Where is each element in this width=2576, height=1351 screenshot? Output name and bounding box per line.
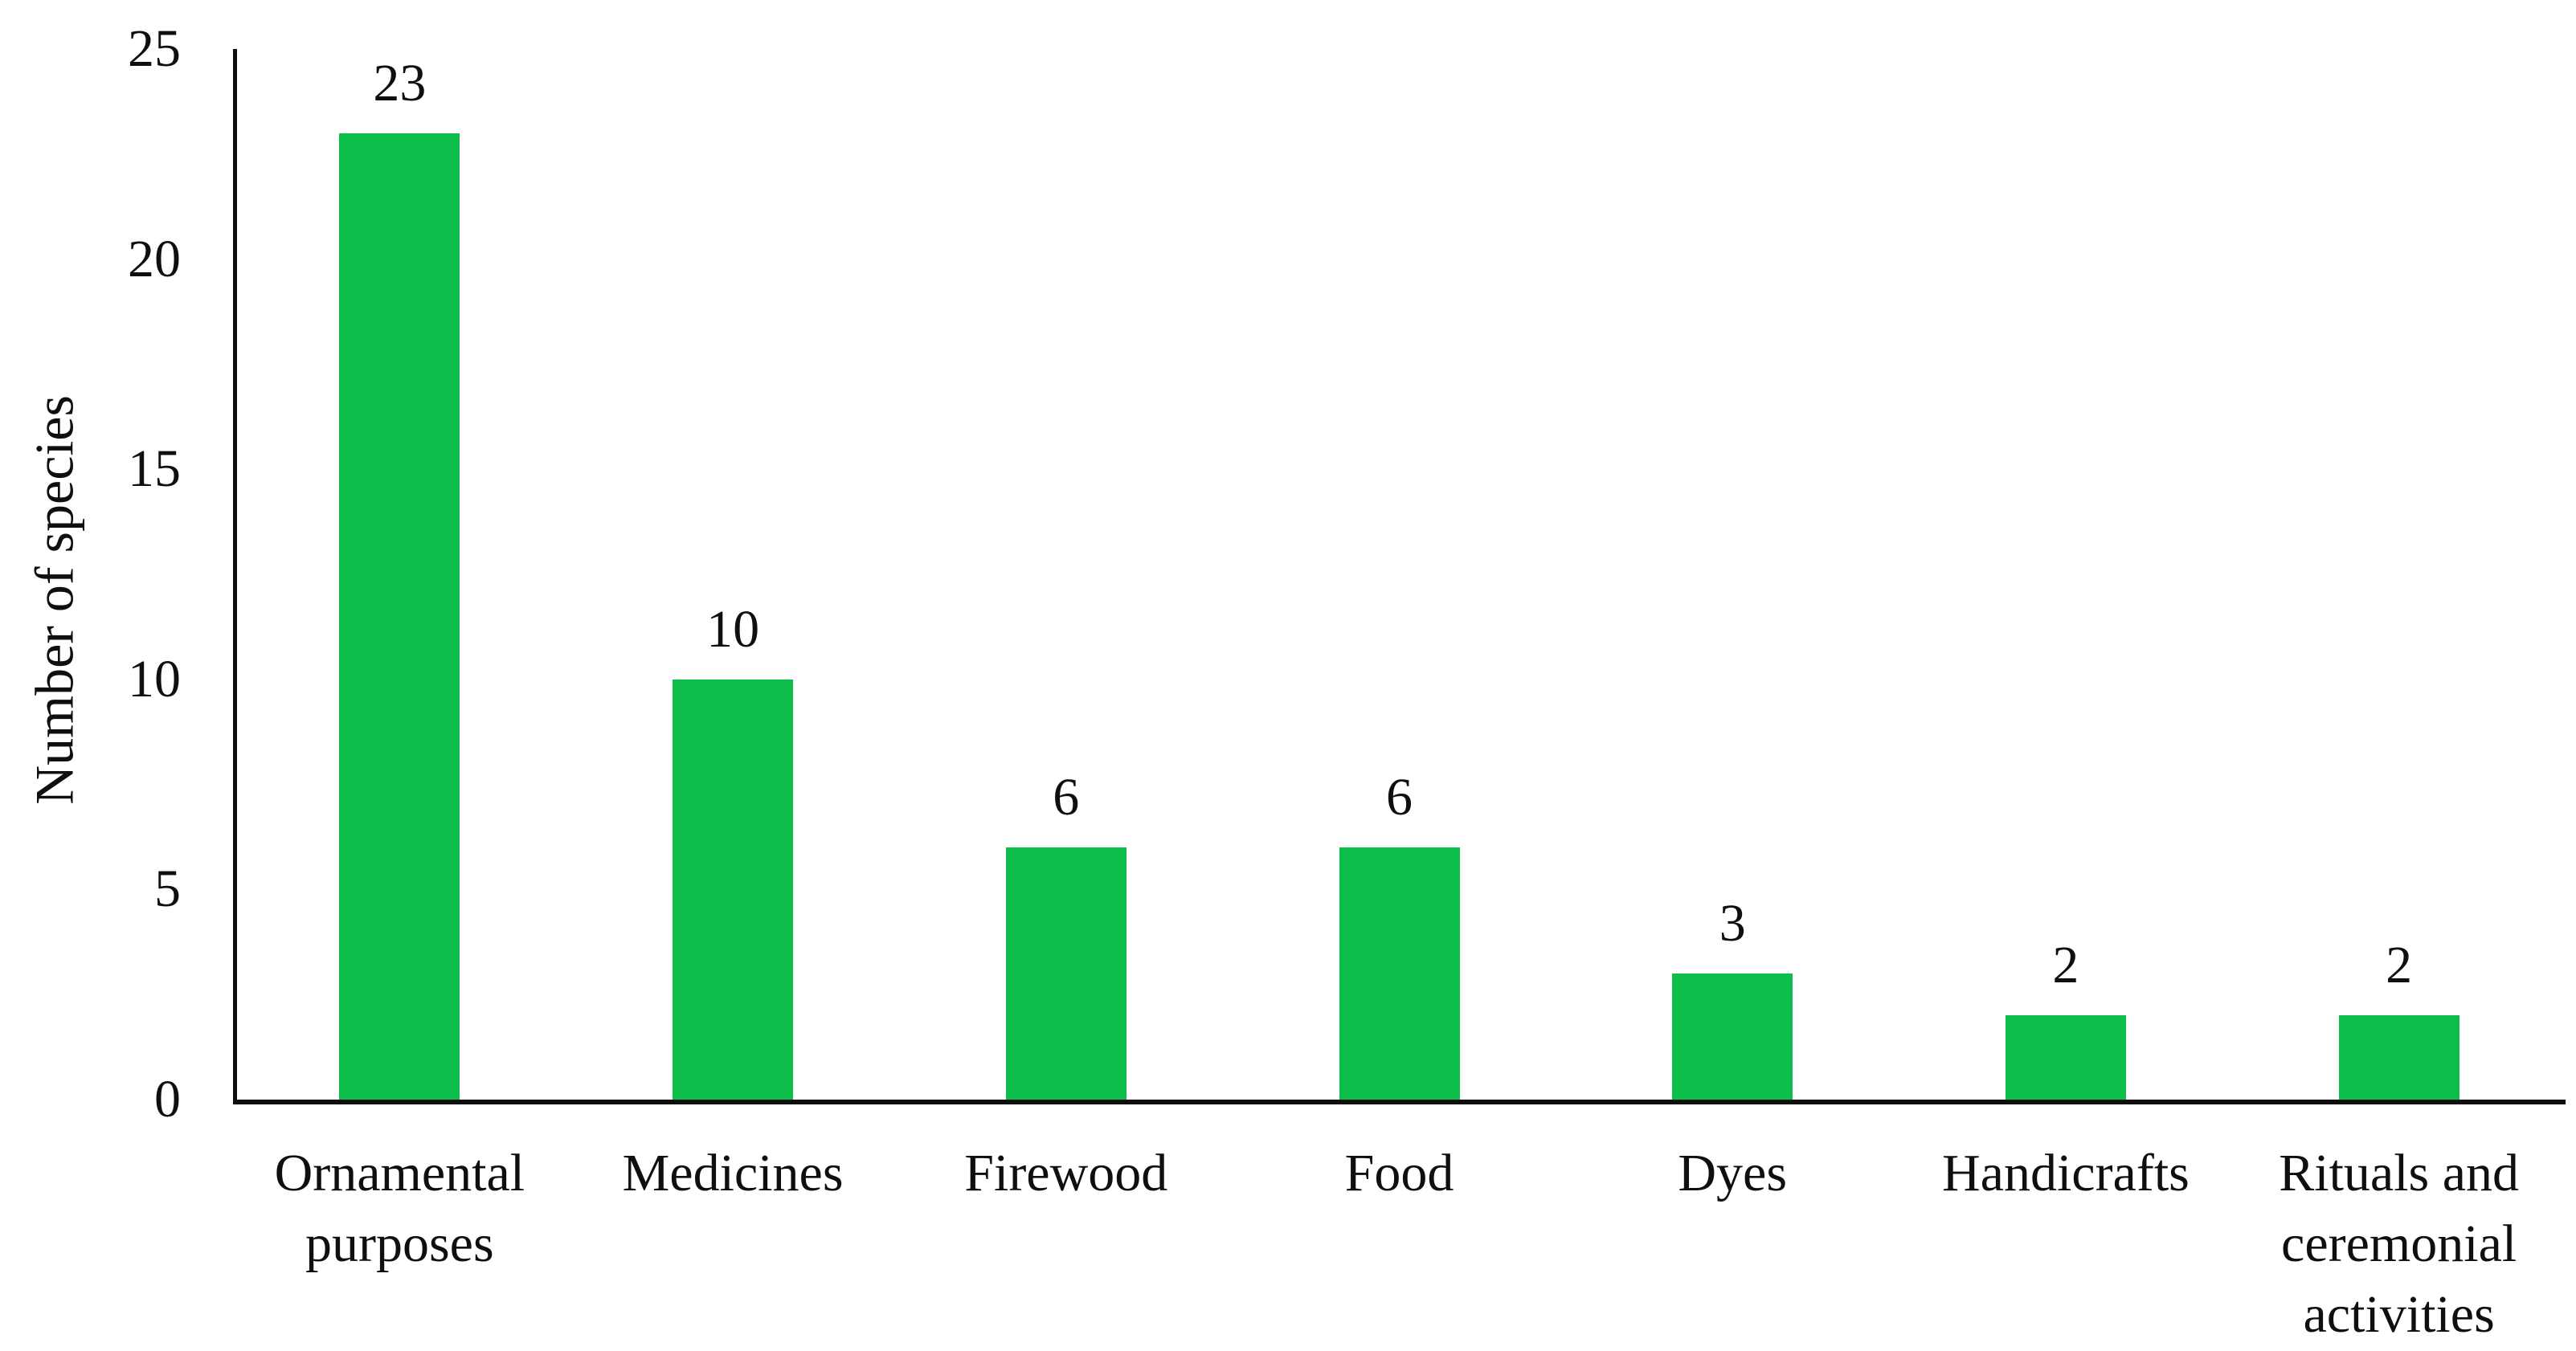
y-tick-label: 20 bbox=[128, 229, 181, 288]
bar bbox=[1005, 847, 1126, 1100]
bar bbox=[2005, 1015, 2126, 1100]
bar-value-label: 3 bbox=[1719, 894, 1746, 953]
x-category-label: Rituals and ceremonial activities bbox=[2279, 1144, 2520, 1344]
bar bbox=[1339, 847, 1460, 1100]
x-category-label: Handicrafts bbox=[1941, 1144, 2190, 1202]
x-category-label: Firewood bbox=[964, 1144, 1168, 1202]
bar-value-label: 2 bbox=[2386, 936, 2413, 995]
x-category-label: Dyes bbox=[1678, 1144, 1788, 1202]
y-tick-label: 10 bbox=[128, 649, 181, 708]
y-axis-line bbox=[233, 49, 237, 1104]
x-category-label: Food bbox=[1344, 1144, 1454, 1202]
bar-value-label: 6 bbox=[1053, 768, 1080, 827]
x-category-label: Medicines bbox=[622, 1144, 844, 1202]
y-tick-label: 5 bbox=[154, 859, 181, 919]
bar-value-label: 2 bbox=[2052, 936, 2079, 995]
x-category-label: Ornamental purposes bbox=[274, 1144, 525, 1273]
y-tick-label: 25 bbox=[128, 19, 181, 78]
bar bbox=[673, 679, 794, 1100]
bar bbox=[1672, 973, 1793, 1100]
bar-value-label: 23 bbox=[373, 53, 427, 112]
y-tick-label: 0 bbox=[154, 1070, 181, 1129]
x-axis-line bbox=[233, 1100, 2566, 1104]
y-tick-label: 15 bbox=[128, 439, 181, 499]
bar bbox=[2338, 1015, 2459, 1100]
bar-value-label: 6 bbox=[1386, 768, 1413, 827]
bar bbox=[339, 133, 460, 1100]
bar-value-label: 10 bbox=[706, 599, 760, 659]
